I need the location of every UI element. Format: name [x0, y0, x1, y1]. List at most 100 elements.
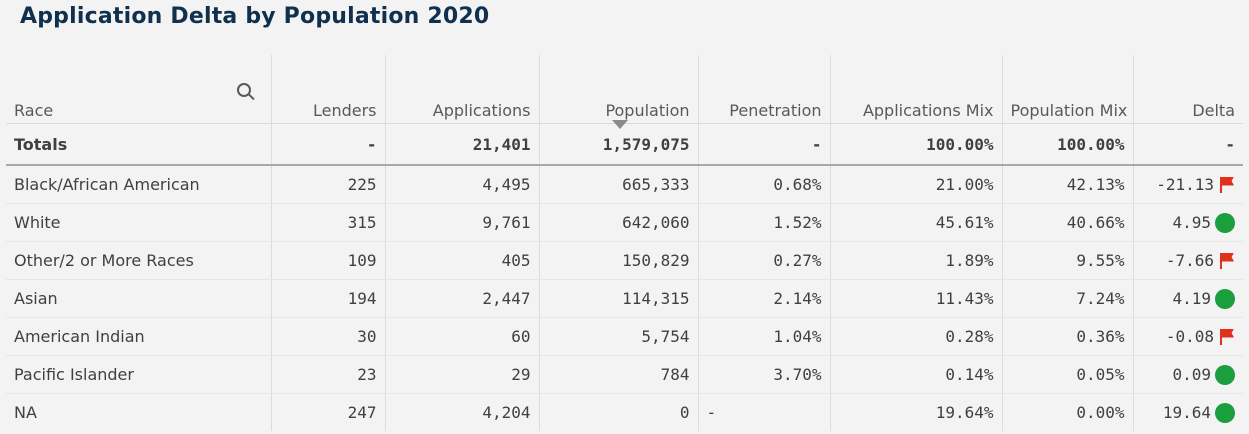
applications-mix-cell: 1.89%: [830, 241, 1003, 280]
lenders-cell: 247: [271, 393, 386, 431]
data-table: Race Lenders Applications Population Pen…: [6, 55, 1243, 431]
column-header-race[interactable]: Race: [6, 55, 272, 124]
population-cell: 114,315: [539, 279, 699, 318]
delta-cell: 19.64: [1133, 394, 1243, 432]
delta-cell: 4.95: [1133, 203, 1243, 242]
column-header-label: Population: [605, 101, 690, 120]
totals-population: 1,579,075: [539, 123, 699, 166]
column-header-label: Penetration: [729, 101, 822, 120]
delta-cell: -21.13: [1133, 165, 1243, 204]
table-row[interactable]: Black/African American 225 4,495 665,333 0.6…: [6, 165, 1243, 204]
race-cell[interactable]: Other/2 or More Races: [6, 241, 272, 280]
lenders-cell: 30: [271, 317, 386, 356]
table-row[interactable]: NA 247 4,204 0-19.64% 0.00% 19.64: [6, 393, 1243, 432]
race-cell[interactable]: Black/African American: [6, 165, 272, 204]
delta-cell: -7.66: [1133, 241, 1243, 280]
applications-cell: 60: [385, 317, 540, 356]
penetration-cell: 2.14%: [698, 279, 831, 318]
page-title: Application Delta by Population 2020: [20, 4, 490, 29]
column-header-population[interactable]: Population: [539, 55, 699, 124]
population-mix-cell: 42.13%: [1002, 165, 1134, 204]
totals-label: Totals: [6, 123, 272, 166]
race-cell[interactable]: NA: [6, 393, 272, 431]
applications-cell: 29: [385, 355, 540, 394]
table-row[interactable]: Pacific Islander 23 29 784 3.70% 0.14% 0.05% 0.…: [6, 355, 1243, 394]
sort-descending-icon[interactable]: [612, 120, 628, 129]
population-mix-cell: 9.55%: [1002, 241, 1134, 280]
race-cell[interactable]: American Indian: [6, 317, 272, 356]
delta-value: -0.08: [1165, 327, 1214, 346]
applications-cell: 2,447: [385, 279, 540, 318]
column-header-label: Applications: [432, 101, 531, 120]
delta-value-group: 0.09: [1172, 364, 1235, 385]
table-row[interactable]: Other/2 or More Races 109 405 150,829 0.27% 1…: [6, 241, 1243, 280]
population-mix-cell: 0.00%: [1002, 393, 1134, 431]
delta-value-group: -7.66: [1166, 251, 1235, 270]
column-header-label: Lenders: [312, 101, 377, 120]
penetration-cell: 3.70%: [698, 355, 831, 394]
race-cell[interactable]: Pacific Islander: [6, 355, 272, 394]
applications-mix-cell: 19.64%: [830, 393, 1003, 431]
population-cell: 784: [539, 355, 699, 394]
delta-value: 0.09: [1172, 365, 1211, 384]
dot-icon: [1215, 288, 1235, 309]
flag-icon: [1218, 176, 1235, 194]
population-mix-cell: 40.66%: [1002, 203, 1134, 242]
delta-value-group: -0.08: [1166, 327, 1235, 346]
column-header-lenders[interactable]: Lenders: [271, 55, 386, 124]
column-header-penetration[interactable]: Penetration: [698, 55, 831, 124]
population-cell: 665,333: [539, 165, 699, 204]
race-cell[interactable]: White: [6, 203, 272, 242]
flag-icon: [1218, 252, 1235, 270]
totals-population-mix: 100.00%: [1002, 123, 1134, 166]
lenders-cell: 225: [271, 165, 386, 204]
applications-mix-cell: 11.43%: [830, 279, 1003, 318]
penetration-cell: 0.68%: [698, 165, 831, 204]
column-header-population-mix[interactable]: Population Mix: [1002, 55, 1134, 124]
column-header-applications[interactable]: Applications: [385, 55, 540, 124]
delta-value-group: 4.95: [1172, 212, 1235, 233]
penetration-cell: -: [698, 393, 831, 431]
delta-value: 19.64: [1162, 403, 1211, 422]
penetration-cell: 0.27%: [698, 241, 831, 280]
delta-cell: 4.19: [1133, 279, 1243, 318]
column-header-applications-mix[interactable]: Applications Mix: [830, 55, 1003, 124]
race-cell[interactable]: Asian: [6, 279, 272, 318]
population-mix-cell: 7.24%: [1002, 279, 1134, 318]
delta-cell: -0.08: [1133, 317, 1243, 356]
delta-value-group: 4.19: [1172, 288, 1235, 309]
delta-value: 4.19: [1172, 289, 1211, 308]
search-icon[interactable]: [236, 83, 251, 97]
applications-cell: 405: [385, 241, 540, 280]
delta-value: -7.66: [1165, 251, 1214, 270]
column-header-delta[interactable]: Delta: [1133, 55, 1243, 124]
applications-mix-cell: 21.00%: [830, 165, 1003, 204]
delta-value: 4.95: [1172, 213, 1211, 232]
population-mix-cell: 0.36%: [1002, 317, 1134, 356]
table-row[interactable]: American Indian 30 60 5,754 1.04% 0.28% 0.36% -…: [6, 317, 1243, 356]
delta-value-group: 19.64: [1162, 402, 1235, 423]
column-header-label: Applications Mix: [862, 101, 994, 120]
population-cell: 5,754: [539, 317, 699, 356]
column-header-label: Race: [14, 101, 54, 120]
applications-mix-cell: 0.28%: [830, 317, 1003, 356]
delta-value-group: -21.13: [1156, 175, 1235, 194]
totals-delta: -: [1133, 123, 1243, 166]
delta-cell: 0.09: [1133, 355, 1243, 394]
delta-value: -21.13: [1156, 175, 1214, 194]
totals-penetration: -: [698, 123, 831, 166]
dot-icon: [1215, 402, 1235, 423]
applications-cell: 4,204: [385, 393, 540, 431]
population-cell: 0: [539, 393, 699, 431]
table-row[interactable]: Asian 194 2,447 114,315 2.14% 11.43% 7.24% 4.19: [6, 279, 1243, 318]
dot-icon: [1215, 364, 1235, 385]
totals-lenders: -: [271, 123, 386, 166]
penetration-cell: 1.04%: [698, 317, 831, 356]
lenders-cell: 194: [271, 279, 386, 318]
lenders-cell: 109: [271, 241, 386, 280]
applications-mix-cell: 45.61%: [830, 203, 1003, 242]
applications-cell: 9,761: [385, 203, 540, 242]
dot-icon: [1215, 212, 1235, 233]
lenders-cell: 23: [271, 355, 386, 394]
table-row[interactable]: White 315 9,761 642,060 1.52% 45.61% 40.66% 4.9…: [6, 203, 1243, 242]
